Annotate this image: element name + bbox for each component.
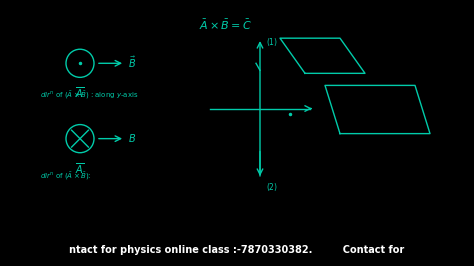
Text: ntact for physics online class :-7870330382.         Contact for: ntact for physics online class :-7870330… [69, 245, 405, 255]
Text: $\overline{A}$: $\overline{A}$ [75, 85, 84, 100]
Text: $B$: $B$ [128, 132, 136, 144]
Text: $\vec{B}$: $\vec{B}$ [128, 55, 136, 70]
Text: $dir^n$ of $(\bar{A}\times\bar{B})$:: $dir^n$ of $(\bar{A}\times\bar{B})$: [40, 170, 91, 181]
Text: $(1)$: $(1)$ [266, 36, 278, 48]
Text: $\bar{A}\times\bar{B}=\bar{C}$: $\bar{A}\times\bar{B}=\bar{C}$ [199, 18, 251, 32]
Text: $\overline{A}$: $\overline{A}$ [75, 161, 84, 176]
Text: $dir^n$ of $(\bar{A}\times\bar{B})$ : along $y$-axis: $dir^n$ of $(\bar{A}\times\bar{B})$ : al… [40, 90, 138, 101]
Text: $(2)$: $(2)$ [266, 181, 278, 193]
